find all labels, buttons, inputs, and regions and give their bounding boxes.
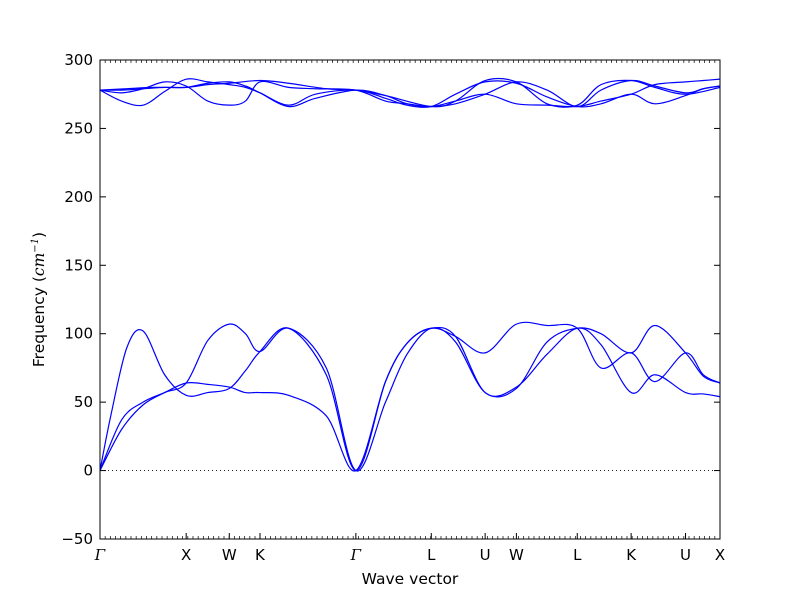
y-axis-label-prefix: Frequency ( [30,276,48,367]
y-axis-label-unit: cm [30,253,48,276]
x-tick-label: K [626,546,637,564]
x-axis-label: Wave vector [362,570,459,588]
y-tick-label: 50 [74,393,93,411]
y-tick-label: 300 [64,51,93,69]
y-tick-label: 200 [64,188,93,206]
x-tick-label: U [680,546,691,564]
x-tick-label: Γ [94,546,106,564]
band-line-5 [99,78,721,108]
x-tick-label: U [480,546,491,564]
x-tick-label: K [255,546,266,564]
data-layer [99,77,721,472]
plot-frame [99,59,721,540]
y-tick-label: 150 [64,256,93,274]
x-tick-label: W [509,546,524,564]
y-axis-label: Frequency (cm−1) [30,232,48,367]
band-line-7 [99,77,721,108]
y-tick-label: −50 [61,530,93,548]
x-tick-label: X [181,546,191,564]
x-tick-label: L [573,546,582,564]
band-line-3 [99,323,721,472]
y-axis-label-suffix: ) [30,232,48,238]
x-tick-label: L [427,546,436,564]
y-tick-label: 250 [64,119,93,137]
y-axis-label-exponent: −1 [30,238,41,253]
band-line-2 [99,326,721,472]
y-tick-label: 0 [83,462,93,480]
x-tick-label: Γ [350,546,362,564]
y-tick-label: 100 [64,325,93,343]
x-tick-label: X [715,546,725,564]
band-line-1 [99,321,721,472]
x-tick-label: W [222,546,237,564]
